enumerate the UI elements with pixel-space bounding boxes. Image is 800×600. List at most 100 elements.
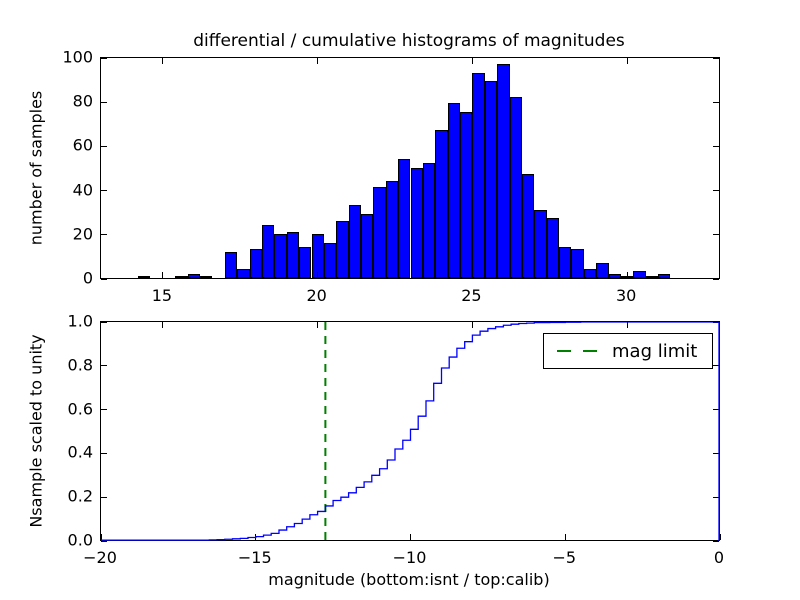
y-tick-mark (101, 496, 107, 498)
histogram-bar (286, 231, 300, 278)
y-tick-mark (713, 365, 719, 367)
bottom-xtick-label: −15 (237, 548, 272, 567)
x-tick-mark (162, 272, 164, 278)
calib-top-tick-mark (317, 322, 319, 328)
top-ytick-label: 80 (72, 91, 93, 111)
histogram-bar (237, 269, 250, 278)
histogram-bar (385, 180, 399, 278)
calib-top-tick-mark (626, 322, 628, 328)
histogram-bar (596, 262, 609, 278)
histogram-bar (224, 251, 238, 278)
histogram-bar (521, 174, 535, 278)
x-tick-mark (100, 534, 102, 540)
top-ytick-label: 40 (72, 180, 93, 200)
histogram-bar (274, 233, 287, 278)
bottom-ylabel: Nsample scaled to unity (26, 334, 46, 528)
histogram-bar (422, 163, 436, 278)
xlabel: magnitude (bottom:isnt / top:calib) (268, 570, 550, 589)
histogram-bar (200, 275, 213, 278)
x-tick-mark (162, 58, 164, 64)
y-tick-mark (101, 101, 107, 103)
chart-title: differential / cumulative histograms of … (193, 31, 625, 51)
top-xtick-label: 20 (306, 286, 327, 305)
histogram-bar (484, 81, 498, 278)
histogram-bar (373, 187, 386, 278)
y-tick-mark (713, 145, 719, 147)
y-tick-mark (713, 57, 719, 59)
y-tick-mark (101, 409, 107, 411)
bottom-xtick-label: −5 (552, 548, 577, 567)
top-ytick-label: 20 (72, 224, 93, 244)
legend-line-sample (557, 350, 599, 352)
top-ytick-label: 60 (72, 135, 93, 155)
y-tick-mark (713, 234, 719, 236)
y-tick-mark (101, 278, 107, 280)
histogram-bar (571, 249, 584, 278)
histogram-bar (447, 103, 460, 278)
histogram-bar (336, 220, 349, 278)
y-tick-mark (101, 57, 107, 59)
y-tick-mark (713, 540, 719, 542)
histogram-bar (658, 273, 671, 278)
y-tick-mark (713, 278, 719, 280)
x-tick-mark (317, 58, 319, 64)
legend-label: mag limit (612, 340, 698, 362)
top-xtick-label: 25 (461, 286, 482, 305)
y-tick-mark (101, 190, 107, 192)
y-tick-mark (713, 452, 719, 454)
histogram-bar (559, 247, 572, 278)
histogram-bar (187, 273, 201, 278)
bottom-xtick-label: −10 (392, 548, 427, 567)
bottom-xtick-label: −20 (83, 548, 117, 567)
histogram-bar (138, 275, 151, 278)
y-tick-mark (101, 452, 107, 454)
y-tick-mark (101, 321, 107, 323)
top-axes (100, 57, 720, 280)
bottom-ytick-label: 0.2 (67, 486, 93, 506)
top-xtick-label: 15 (151, 286, 173, 305)
histogram-bar (410, 167, 423, 278)
bottom-ytick-label: 0.6 (67, 399, 93, 419)
bottom-ytick-label: 0.4 (67, 442, 93, 462)
histogram-bar (348, 205, 361, 278)
histogram-bar (323, 242, 337, 278)
x-tick-mark (471, 58, 473, 64)
x-tick-mark (471, 272, 473, 278)
histogram-bar (633, 271, 646, 278)
y-tick-mark (713, 101, 719, 103)
histogram-bar (546, 218, 560, 278)
calib-top-tick-mark (162, 322, 164, 328)
bottom-ytick-label: 1.0 (67, 311, 93, 331)
x-tick-mark (626, 272, 628, 278)
histogram-bar (583, 269, 597, 278)
y-tick-mark (713, 409, 719, 411)
top-ytick-label: 0 (82, 268, 93, 288)
bottom-xtick-label: 0 (713, 548, 725, 567)
histogram-bar (509, 96, 522, 278)
y-tick-mark (713, 496, 719, 498)
y-tick-mark (101, 145, 107, 147)
histogram-bar (175, 275, 188, 278)
bottom-ytick-label: 0.0 (67, 530, 93, 550)
histogram-bar (497, 63, 510, 278)
y-tick-mark (713, 190, 719, 192)
histogram-bar (645, 275, 659, 278)
y-tick-mark (101, 540, 107, 542)
legend: mag limit (543, 333, 713, 369)
x-tick-mark (719, 534, 721, 540)
cumulative-plot-canvas (101, 322, 720, 541)
y-tick-mark (101, 234, 107, 236)
x-tick-mark (626, 58, 628, 64)
top-ytick-label: 100 (62, 47, 93, 67)
y-tick-mark (101, 365, 107, 367)
cumulative-curve (101, 322, 720, 541)
histogram-bar (398, 158, 411, 278)
histogram-bar (534, 209, 547, 278)
histogram-bar (460, 112, 473, 278)
calib-top-tick-mark (471, 322, 473, 328)
x-tick-mark (410, 534, 411, 540)
histogram-bar (299, 247, 312, 278)
histogram-bar (261, 225, 275, 278)
histogram-bar (608, 273, 621, 278)
